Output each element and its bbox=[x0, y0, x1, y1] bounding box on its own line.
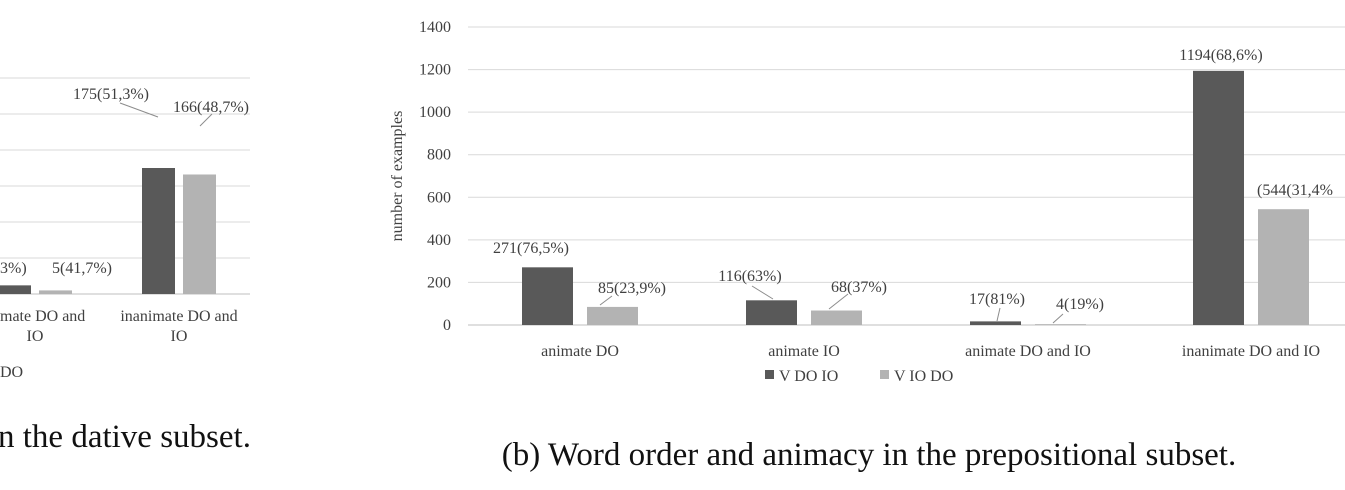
panel-b: 0 200 400 600 800 1000 1200 1400 number of exam… bbox=[389, 19, 1345, 473]
data-label-v-do-io-animate-io: 116(63%) bbox=[718, 268, 781, 285]
panel-a-value-label: 166(48,7%) bbox=[173, 99, 249, 116]
panel-a-legend-fragment: DO bbox=[0, 364, 23, 381]
panel-a: 3%) 5(41,7%) 175(51,3%) 166(48,7%) mate … bbox=[0, 77, 251, 455]
bar-v-do-io-animate-io bbox=[746, 300, 797, 325]
leader-line bbox=[1052, 313, 1064, 324]
y-tick-label: 800 bbox=[427, 147, 451, 164]
panel-a-value-label: 5(41,7%) bbox=[52, 260, 112, 277]
panel-a-category-label: mate DO and bbox=[0, 308, 85, 325]
panel-a-bar-v-do-io bbox=[142, 168, 175, 294]
panel-a-leader-line bbox=[119, 102, 159, 118]
category-label-animate-do-and-io: animate DO and IO bbox=[965, 343, 1091, 360]
legend-label-v-do-io: V DO IO bbox=[779, 368, 838, 385]
leader-line bbox=[996, 307, 1001, 322]
leader-line bbox=[828, 293, 849, 310]
panel-a-bar-v-io-do bbox=[39, 290, 72, 294]
panel-a-value-label: 175(51,3%) bbox=[73, 86, 149, 103]
category-label-inanimate-do-and-io: inanimate DO and IO bbox=[1182, 343, 1320, 360]
panel-a-bar-v-do-io bbox=[0, 285, 31, 294]
data-label-v-do-io-animate-do-and-io: 17(81%) bbox=[969, 291, 1025, 308]
bar-v-io-do-inanimate-do-and-io bbox=[1258, 209, 1309, 325]
y-tick-label: 1200 bbox=[419, 62, 451, 79]
bar-v-do-io-animate-do-and-io bbox=[970, 321, 1021, 325]
legend-swatch-v-io-do bbox=[880, 370, 889, 379]
panel-a-category-label: inanimate DO and bbox=[120, 308, 237, 325]
panel-a-caption: n the dative subset. bbox=[0, 419, 251, 455]
bar-v-io-do-animate-do bbox=[587, 306, 638, 325]
leader-line bbox=[751, 285, 774, 300]
data-label-v-io-do-inanimate-do-and-io: (544(31,4% bbox=[1257, 182, 1333, 199]
data-label-v-do-io-inanimate-do-and-io: 1194(68,6%) bbox=[1179, 47, 1262, 64]
bar-v-io-do-animate-io bbox=[811, 310, 862, 325]
legend-swatch-v-do-io bbox=[765, 370, 774, 379]
y-tick-label: 0 bbox=[443, 317, 451, 334]
legend-label-v-io-do: V IO DO bbox=[894, 368, 953, 385]
data-label-v-do-io-animate-do: 271(76,5%) bbox=[493, 240, 569, 257]
data-label-v-io-do-animate-do-and-io: 4(19%) bbox=[1056, 296, 1104, 313]
panel-a-bar-v-io-do bbox=[183, 174, 216, 294]
bar-v-do-io-inanimate-do-and-io bbox=[1193, 70, 1244, 325]
category-label-animate-io: animate IO bbox=[768, 343, 840, 360]
y-axis-label: number of examples bbox=[389, 111, 406, 242]
panel-a-leader-line bbox=[199, 113, 213, 127]
bar-v-do-io-animate-do bbox=[522, 267, 573, 325]
data-label-v-io-do-animate-do: 85(23,9%) bbox=[598, 280, 666, 297]
y-tick-label: 600 bbox=[427, 189, 451, 206]
panel-a-value-label: 3%) bbox=[0, 260, 27, 277]
panel-a-category-label: IO bbox=[27, 328, 44, 345]
y-tick-label: 400 bbox=[427, 232, 451, 249]
panel-b-caption: (b) Word order and animacy in the prepos… bbox=[502, 437, 1236, 473]
y-tick-label: 1400 bbox=[419, 19, 451, 36]
bar-v-io-do-animate-do-and-io bbox=[1035, 324, 1086, 325]
y-tick-label: 200 bbox=[427, 274, 451, 291]
leader-line bbox=[599, 295, 613, 306]
category-label-animate-do: animate DO bbox=[541, 343, 619, 360]
panel-a-category-label: IO bbox=[171, 328, 188, 345]
y-tick-label: 1000 bbox=[419, 104, 451, 121]
legend: V DO IO V IO DO bbox=[765, 368, 953, 385]
data-label-v-io-do-animate-io: 68(37%) bbox=[831, 279, 887, 296]
